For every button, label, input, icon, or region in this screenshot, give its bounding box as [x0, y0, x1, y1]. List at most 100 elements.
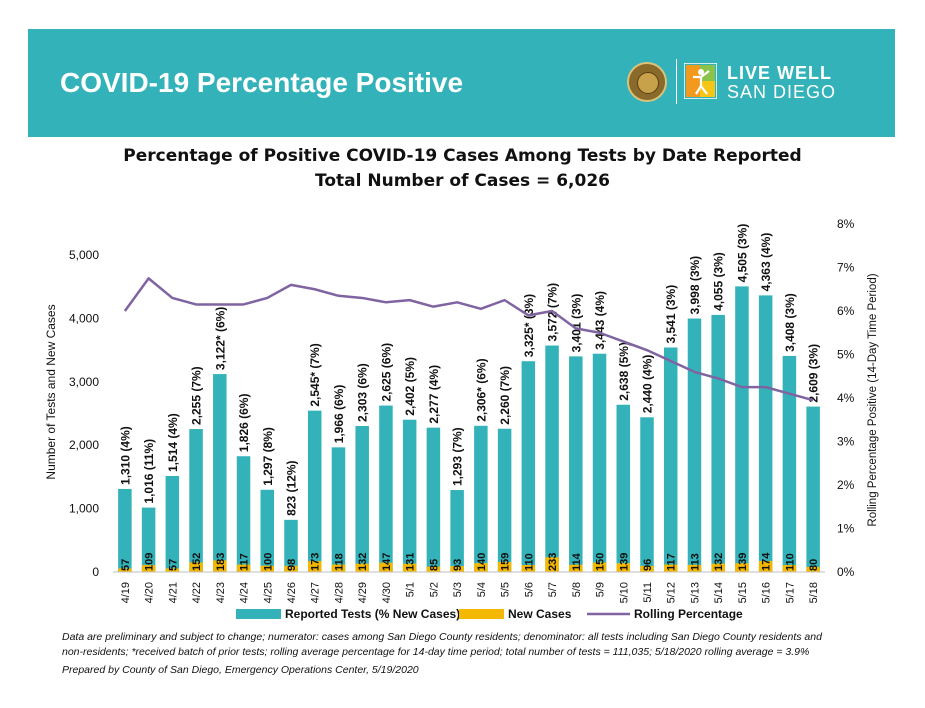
- new-cases-bar: [284, 565, 298, 572]
- tests-bar: [711, 314, 725, 572]
- footnotes: Data are preliminary and subject to chan…: [62, 630, 862, 678]
- x-tick-label: 4/22: [191, 582, 203, 603]
- tests-data-label: 2,306* (6%): [474, 358, 488, 421]
- new-cases-bar: [402, 563, 417, 572]
- tests-data-label: 3,443 (4%): [593, 291, 607, 350]
- new-cases-data-label: 174: [761, 552, 773, 571]
- x-tick-label: 5/10: [618, 582, 630, 603]
- new-cases-bar: [569, 564, 583, 572]
- tests-bar: [260, 489, 275, 572]
- legend-label-tests: Reported Tests (% New Cases): [285, 607, 460, 621]
- chart-subtitle: Total Number of Cases = 6,026: [315, 171, 610, 191]
- x-tick-label: 4/26: [286, 582, 298, 603]
- new-cases-data-label: 140: [476, 553, 488, 571]
- tests-bar: [165, 476, 180, 572]
- new-cases-bar: [640, 565, 654, 572]
- tests-data-label: 4,505 (3%): [735, 224, 749, 283]
- tests-data-label: 3,541 (3%): [664, 285, 678, 344]
- x-tick-label: 4/21: [167, 582, 179, 603]
- x-tick-label: 5/3: [452, 582, 464, 597]
- new-cases-bar: [165, 568, 180, 572]
- tests-data-label: 1,966 (6%): [332, 385, 346, 444]
- new-cases-bar: [236, 564, 251, 572]
- footnote-line-3: Prepared by County of San Diego, Emergen…: [62, 664, 419, 676]
- new-cases-bar: [426, 566, 441, 572]
- y-right-tick-label: 7%: [837, 261, 855, 275]
- y-right-tick-label: 0%: [837, 565, 855, 579]
- tests-bar: [189, 429, 203, 572]
- logo-divider: [676, 59, 677, 104]
- new-cases-bar: [687, 564, 702, 572]
- new-cases-bar: [497, 561, 512, 572]
- new-cases-data-label: 57: [167, 559, 179, 571]
- x-tick-label: 5/11: [642, 582, 654, 603]
- tests-bar: [782, 355, 797, 572]
- y-right-tick-label: 3%: [837, 435, 855, 449]
- tests-bar: [450, 490, 464, 572]
- new-cases-data-label: 173: [310, 553, 322, 571]
- new-cases-data-label: 152: [191, 553, 203, 571]
- new-cases-data-label: 85: [428, 559, 440, 571]
- tests-data-label: 2,402 (5%): [403, 357, 417, 416]
- x-tick-label: 5/15: [737, 582, 749, 603]
- rolling-percentage-line: [123, 277, 814, 402]
- x-tick-label: 4/19: [120, 582, 132, 603]
- legend-swatch-tests: [236, 609, 281, 619]
- new-cases-bar: [450, 566, 464, 572]
- tests-data-label: 2,303 (6%): [356, 363, 370, 422]
- tests-bar: [521, 361, 536, 572]
- y-left-axis-title: Number of Tests and New Cases: [44, 304, 58, 479]
- new-cases-data-label: 150: [595, 553, 607, 571]
- tests-bar: [592, 353, 607, 572]
- new-cases-data-label: 132: [713, 553, 725, 571]
- page-title: COVID-19 Percentage Positive: [60, 67, 464, 98]
- y-left-tick-label: 5,000: [69, 248, 99, 262]
- new-cases-bar: [141, 565, 156, 572]
- new-cases-data-label: 110: [784, 553, 796, 571]
- x-tick-label: 4/25: [262, 582, 274, 603]
- new-cases-data-label: 132: [357, 553, 369, 571]
- tests-bar: [355, 425, 369, 572]
- new-cases-data-label: 131: [405, 553, 417, 571]
- x-tick-label: 4/20: [144, 582, 156, 603]
- tests-bar: [735, 286, 749, 572]
- tests-bar: [379, 405, 393, 572]
- tests-data-label: 4,055 (3%): [712, 252, 726, 311]
- new-cases-data-label: 139: [737, 553, 749, 571]
- footnote-line-1: Data are preliminary and subject to chan…: [62, 631, 822, 643]
- new-cases-data-label: 98: [286, 559, 298, 571]
- tests-bar: [758, 295, 773, 572]
- tests-data-label: 3,325* (3%): [522, 294, 536, 357]
- new-cases-bar: [331, 564, 346, 572]
- y-right-tick-label: 1%: [837, 522, 855, 536]
- y-left-tick-label: 0: [92, 565, 99, 579]
- tests-bar: [331, 447, 346, 572]
- new-cases-bar: [806, 566, 820, 572]
- header-banner: COVID-19 Percentage Positive LIVE WELL S…: [28, 29, 895, 137]
- x-tick-label: 4/30: [381, 582, 393, 603]
- x-tick-label: 5/6: [523, 582, 535, 597]
- new-cases-bar: [379, 562, 393, 572]
- x-tick-label: 5/7: [547, 582, 559, 597]
- y-left-tick-label: 3,000: [69, 375, 99, 389]
- y-right-tick-label: 5%: [837, 348, 855, 362]
- new-cases-data-label: 96: [642, 559, 654, 571]
- x-tick-label: 5/16: [761, 582, 773, 603]
- live-well-logo-icon: [684, 63, 717, 99]
- y-left-tick-label: 1,000: [69, 502, 99, 516]
- y-left-tick-label: 4,000: [69, 311, 99, 325]
- tests-bar: [236, 456, 251, 572]
- county-seal-icon: [627, 62, 667, 102]
- legend-swatch-new-cases: [459, 609, 504, 619]
- x-tick-label: 4/24: [239, 582, 251, 603]
- y-right-axis-title: Rolling Percentage Positive (14-Day Time…: [867, 273, 879, 526]
- new-cases-data-label: 100: [262, 553, 274, 571]
- y-right-tick-label: 2%: [837, 478, 855, 492]
- tests-data-label: 1,016 (11%): [142, 439, 156, 504]
- x-tick-label: 5/12: [666, 582, 678, 603]
- tests-data-label: 1,297 (8%): [261, 427, 275, 486]
- new-cases-data-label: 183: [215, 553, 227, 571]
- legend-label-new-cases: New Cases: [508, 607, 572, 621]
- tests-data-label: 2,609 (3%): [807, 344, 821, 403]
- new-cases-bar: [189, 562, 203, 572]
